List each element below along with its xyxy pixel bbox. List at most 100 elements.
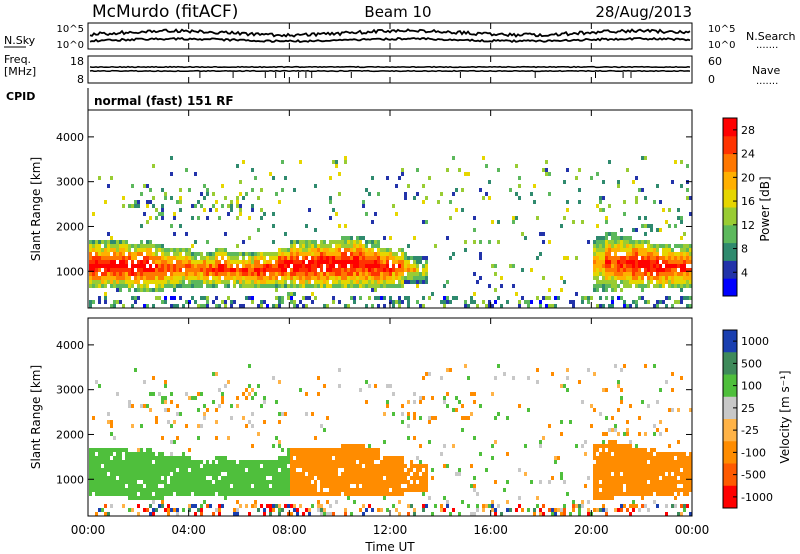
heatmap-cell <box>656 480 659 484</box>
heatmap-cell <box>140 260 143 264</box>
heatmap-cell <box>110 236 113 240</box>
heatmap-cell <box>389 276 392 280</box>
heatmap-cell <box>416 472 419 476</box>
heatmap-cell <box>263 212 266 216</box>
heatmap-cell <box>185 284 188 288</box>
heatmap-cell <box>326 268 329 272</box>
heatmap-cell <box>605 268 608 272</box>
heatmap-cell <box>287 296 290 300</box>
heatmap-cell <box>380 488 383 492</box>
heatmap-cell <box>239 488 242 492</box>
heatmap-cell <box>221 268 224 272</box>
heatmap-cell <box>371 448 374 452</box>
heatmap-cell <box>554 296 557 300</box>
heatmap-cell <box>683 460 686 464</box>
heatmap-cell <box>287 484 290 488</box>
heatmap-cell <box>125 476 128 480</box>
heatmap-cell <box>287 272 290 276</box>
heatmap-cell <box>629 448 632 452</box>
heatmap-cell <box>374 264 377 268</box>
heatmap-cell <box>350 244 353 248</box>
heatmap-cell <box>287 292 290 296</box>
heatmap-cell <box>110 432 113 436</box>
heatmap-cell <box>344 252 347 256</box>
heatmap-cell <box>626 456 629 460</box>
heatmap-cell <box>671 492 674 496</box>
heatmap-cell <box>608 448 611 452</box>
heatmap-cell <box>668 492 671 496</box>
heatmap-cell <box>680 216 683 220</box>
heatmap-cell <box>287 504 290 508</box>
heatmap-cell <box>119 272 122 276</box>
heatmap-cell <box>131 468 134 472</box>
heatmap-cell <box>605 492 608 496</box>
heatmap-cell <box>290 268 293 272</box>
heatmap-cell <box>239 304 242 308</box>
heatmap-cell <box>251 284 254 288</box>
heatmap-cell <box>242 392 245 396</box>
heatmap-cell <box>182 256 185 260</box>
heatmap-cell <box>662 488 665 492</box>
heatmap-cell <box>170 156 173 160</box>
heatmap-cell <box>215 456 218 460</box>
heatmap-cell <box>680 252 683 256</box>
heatmap-cell <box>626 480 629 484</box>
heatmap-cell <box>632 272 635 276</box>
heatmap-cell <box>629 440 632 444</box>
heatmap-cell <box>539 232 542 236</box>
heatmap-cell <box>641 488 644 492</box>
heatmap-cell <box>128 476 131 480</box>
heatmap-cell <box>581 296 584 300</box>
heatmap-cell <box>110 176 113 180</box>
heatmap-cell <box>395 276 398 280</box>
heatmap-cell <box>599 412 602 416</box>
heatmap-cell <box>176 472 179 476</box>
heatmap-cell <box>158 488 161 492</box>
heatmap-cell <box>323 460 326 464</box>
heatmap-cell <box>323 276 326 280</box>
heatmap-cell <box>152 288 155 292</box>
heatmap-cell <box>200 272 203 276</box>
heatmap-cell <box>152 252 155 256</box>
heatmap-cell <box>689 256 692 260</box>
heatmap-cell <box>515 164 518 168</box>
heatmap-cell <box>290 296 293 300</box>
heatmap-cell <box>344 160 347 164</box>
heatmap-cell <box>218 488 221 492</box>
heatmap-cell <box>494 480 497 484</box>
heatmap-cell <box>158 288 161 292</box>
heatmap-cell <box>422 488 425 492</box>
heatmap-cell <box>347 496 350 500</box>
heatmap-cell <box>272 460 275 464</box>
heatmap-cell <box>107 268 110 272</box>
heatmap-cell <box>635 264 638 268</box>
heatmap-cell <box>614 280 617 284</box>
heatmap-cell <box>407 488 410 492</box>
heatmap-cell <box>491 392 494 396</box>
heatmap-cell <box>395 464 398 468</box>
heatmap-cell <box>563 384 566 388</box>
heatmap-cell <box>611 492 614 496</box>
heatmap-cell <box>683 264 686 268</box>
heatmap-cell <box>647 488 650 492</box>
heatmap-cell <box>335 492 338 496</box>
heatmap-cell <box>605 236 608 240</box>
heatmap-cell <box>245 484 248 488</box>
heatmap-cell <box>668 208 671 212</box>
heatmap-cell <box>236 272 239 276</box>
heatmap-cell <box>152 468 155 472</box>
heatmap-cell <box>203 480 206 484</box>
heatmap-cell <box>641 276 644 280</box>
heatmap-cell <box>326 256 329 260</box>
heatmap-cell <box>383 484 386 488</box>
heatmap-cell <box>209 252 212 256</box>
heatmap-cell <box>176 464 179 468</box>
velocity-ylabel: Slant Range [km] <box>29 365 43 469</box>
heatmap-cell <box>407 424 410 428</box>
heatmap-cell <box>620 272 623 276</box>
heatmap-cell <box>176 264 179 268</box>
heatmap-cell <box>614 468 617 472</box>
heatmap-cell <box>689 276 692 280</box>
heatmap-cell <box>551 372 554 376</box>
heatmap-cell <box>611 428 614 432</box>
